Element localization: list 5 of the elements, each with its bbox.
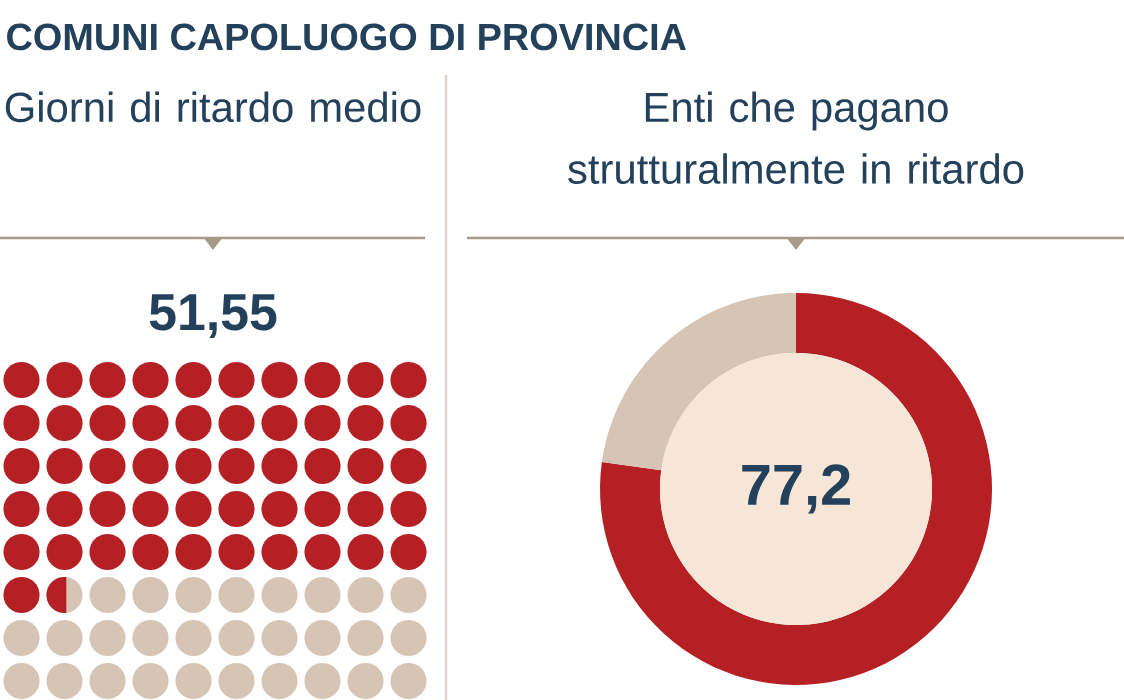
data-label: 51,55 (149, 294, 277, 338)
text: Giorni di ritardo medio (5, 91, 421, 123)
text: COMUNI CAPOLUOGO DI PROVINCIA (7, 23, 686, 51)
data-label: 77,2 (742, 464, 850, 514)
chart-title: Enti che pagano strutturalmente in ritardo (568, 91, 1024, 184)
